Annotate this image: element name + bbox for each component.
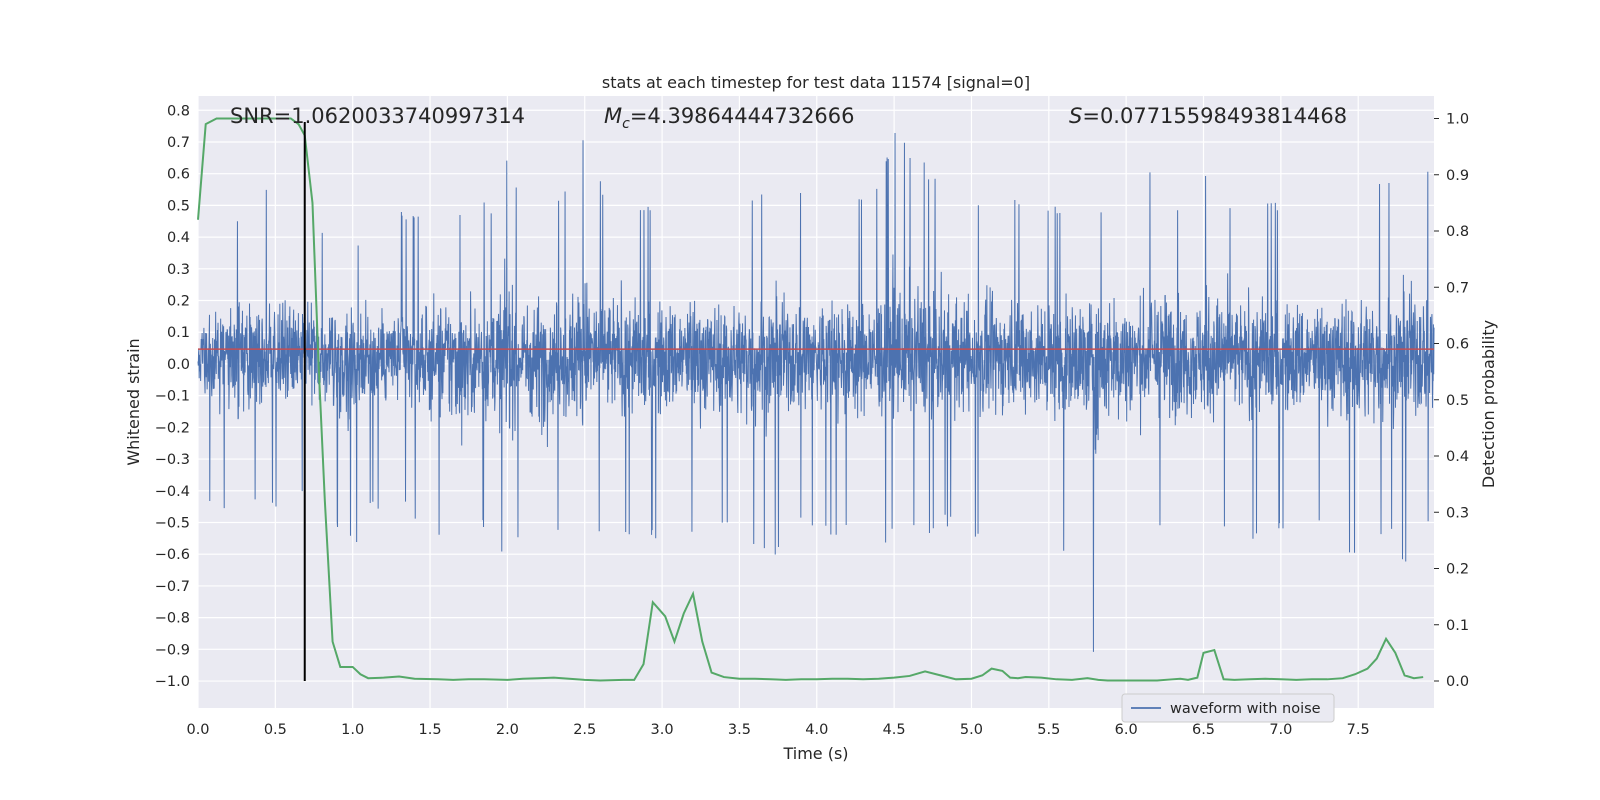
strain-waveform-line <box>197 133 1435 652</box>
s-value: =0.07715598493814468 <box>1082 104 1347 128</box>
legend: waveform with noise <box>1121 693 1335 723</box>
y-tick-label: −0.1 <box>155 389 190 405</box>
y2-tick-label: 0.1 <box>1446 618 1469 634</box>
x-tick-label: 5.0 <box>960 722 983 738</box>
y-tick-label: 0.8 <box>167 103 190 119</box>
y-tick-label: −1.0 <box>155 674 190 690</box>
legend-box <box>1121 693 1335 723</box>
y2-tick-label: 0.5 <box>1446 393 1469 409</box>
legend-label: waveform with noise <box>1170 701 1321 717</box>
probability-line <box>197 117 1424 682</box>
chart-title: stats at each timestep for test data 115… <box>602 73 1030 92</box>
x-tick-label: 6.0 <box>1115 722 1138 738</box>
y-tick-label: 0.3 <box>167 262 190 278</box>
y2-tick-label: 0.9 <box>1446 168 1469 184</box>
y-tick-label: −0.4 <box>155 484 190 500</box>
x-axis-ticks: 0.0 0.5 1.0 1.5 2.0 2.5 3.0 3.5 4.0 4.5 5.0 5.5 6.0 6… <box>186 722 1369 738</box>
y-tick-label: −0.2 <box>155 420 190 436</box>
y2-tick-label: 1.0 <box>1446 112 1469 128</box>
y-tick-label: 0.6 <box>167 167 190 183</box>
y-axis-right-ticks: 1.0 0.9 0.8 0.7 0.6 0.5 0.4 0.3 0.2 0.1 0.0 <box>1434 112 1469 690</box>
mc-subscript: c <box>622 116 630 132</box>
y2-tick-label: 0.7 <box>1446 280 1469 296</box>
mc-symbol: M <box>604 104 622 128</box>
x-tick-label: 6.5 <box>1192 722 1215 738</box>
y-tick-label: 0.0 <box>167 357 190 373</box>
x-tick-label: 0.0 <box>186 722 209 738</box>
x-tick-label: 1.0 <box>341 722 364 738</box>
y-tick-label: 0.4 <box>167 230 190 246</box>
y-tick-label: −0.9 <box>155 642 190 658</box>
y-tick-label: −0.3 <box>155 452 190 468</box>
snr-annotation: SNR=1.0620033740997314 <box>230 104 525 128</box>
x-tick-label: 2.0 <box>496 722 519 738</box>
x-tick-label: 1.5 <box>419 722 442 738</box>
probability-series <box>197 117 1424 682</box>
y2-tick-label: 0.0 <box>1446 674 1469 690</box>
y-axis-left-ticks: 0.8 0.7 0.6 0.5 0.4 0.3 0.2 0.1 0.0 −0.1 −0.2 −0.3 −… <box>155 103 190 690</box>
x-axis-label: Time (s) <box>782 744 848 763</box>
x-tick-label: 4.0 <box>805 722 828 738</box>
x-tick-label: 7.5 <box>1347 722 1370 738</box>
y-tick-label: −0.8 <box>155 611 190 627</box>
y2-tick-label: 0.6 <box>1446 337 1469 353</box>
y2-tick-label: 0.2 <box>1446 562 1469 578</box>
y-tick-label: 0.1 <box>167 325 190 341</box>
x-tick-label: 4.5 <box>883 722 906 738</box>
y2-tick-label: 0.3 <box>1446 505 1469 521</box>
s-symbol: S <box>1069 104 1082 128</box>
y-tick-label: −0.5 <box>155 515 190 531</box>
x-tick-label: 7.0 <box>1269 722 1292 738</box>
plot-area <box>198 96 1434 708</box>
strain-series <box>197 133 1435 652</box>
snr-score-annotation: S=0.07715598493814468 <box>1069 104 1347 128</box>
y-tick-label: 0.5 <box>167 198 190 214</box>
y-tick-label: −0.6 <box>155 547 190 563</box>
chirp-mass-annotation: Mc=4.39864444732666 <box>604 104 855 132</box>
y2-axis-label: Detection probability <box>1479 320 1498 488</box>
x-tick-label: 5.5 <box>1037 722 1060 738</box>
x-tick-label: 3.5 <box>728 722 751 738</box>
x-tick-label: 0.5 <box>264 722 287 738</box>
y-tick-label: 0.2 <box>167 294 190 310</box>
y2-tick-label: 0.4 <box>1446 449 1469 465</box>
x-tick-label: 2.5 <box>573 722 596 738</box>
y-tick-label: −0.7 <box>155 579 190 595</box>
y-axis-label: Whitened strain <box>124 338 143 465</box>
y2-tick-label: 0.8 <box>1446 224 1469 240</box>
x-tick-label: 3.0 <box>651 722 674 738</box>
y-tick-label: 0.7 <box>167 135 190 151</box>
mc-value: =4.39864444732666 <box>630 104 855 128</box>
